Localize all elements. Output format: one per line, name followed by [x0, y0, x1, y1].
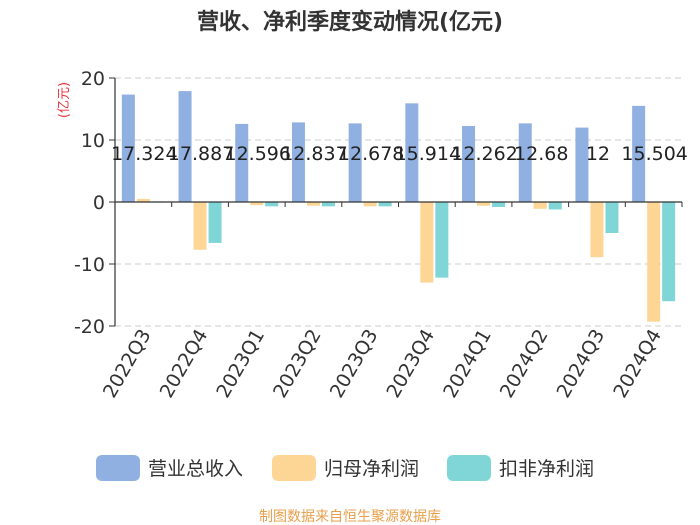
bars: [121, 91, 676, 322]
data-labels: 17.32417.88712.59612.83712.67815.91412.2…: [111, 143, 688, 165]
bar-deducted-net-profit: [492, 202, 506, 207]
data-label: 15.504: [621, 143, 687, 165]
data-label: 17.887: [168, 143, 234, 165]
bar-deducted-net-profit: [662, 202, 676, 302]
data-label: 12.68: [514, 143, 568, 165]
bar-deducted-net-profit: [265, 202, 279, 207]
bar-net-profit: [136, 198, 150, 202]
legend-label: 归母净利润: [324, 458, 419, 480]
x-tick-label: 2022Q3: [99, 326, 156, 402]
bar-revenue: [518, 123, 532, 202]
bar-deducted-net-profit: [321, 202, 335, 207]
data-label: 12.678: [338, 143, 404, 165]
bar-revenue: [575, 127, 589, 202]
bar-deducted-net-profit: [605, 202, 619, 233]
bar-deducted-net-profit: [435, 202, 449, 278]
bar-net-profit: [647, 202, 661, 322]
bar-revenue: [121, 94, 135, 202]
bar-deducted-net-profit: [208, 202, 222, 243]
x-tick-label: 2024Q1: [439, 326, 496, 402]
bar-net-profit: [363, 202, 377, 207]
x-tick-label: 2023Q4: [382, 326, 439, 402]
x-tick-label: 2024Q2: [496, 326, 553, 402]
x-tick-label: 2022Q4: [156, 326, 213, 402]
bar-net-profit: [420, 202, 434, 283]
bar-net-profit: [306, 202, 320, 206]
bar-net-profit: [533, 202, 547, 209]
bar-revenue: [405, 103, 419, 202]
x-tick-label: 2023Q3: [326, 326, 383, 402]
bar-net-profit: [590, 202, 604, 258]
data-label: 17.324: [111, 143, 177, 165]
legend-swatch: [447, 455, 491, 481]
y-tick-label: -20: [74, 316, 105, 338]
data-label: 12: [586, 143, 610, 165]
bar-revenue: [348, 123, 362, 202]
legend-label: 扣非净利润: [499, 458, 594, 480]
data-label: 12.596: [225, 143, 291, 165]
data-label: 12.262: [451, 143, 517, 165]
bar-net-profit: [193, 202, 207, 250]
y-axis-unit-label: (亿元): [57, 82, 72, 118]
x-tick-label: 2024Q4: [609, 326, 666, 402]
legend-swatch: [272, 455, 316, 481]
bar-revenue: [462, 125, 476, 202]
bar-revenue: [291, 122, 305, 202]
x-tick-label: 2024Q3: [553, 326, 610, 402]
legend-swatch: [96, 455, 140, 481]
y-tick-label: 0: [93, 192, 105, 214]
bar-net-profit: [250, 202, 264, 206]
legend-label: 营业总收入: [148, 458, 243, 480]
bar-revenue: [178, 91, 192, 202]
legend: 营业总收入 归母净利润 扣非净利润: [96, 455, 594, 481]
bar-deducted-net-profit: [378, 202, 392, 207]
data-label: 12.837: [281, 143, 347, 165]
x-tick-label: 2023Q1: [212, 326, 269, 402]
y-tick-label: 20: [81, 68, 105, 90]
x-tick-label: 2023Q2: [269, 326, 326, 402]
source-note: 制图数据来自恒生聚源数据库: [259, 509, 441, 525]
bar-deducted-net-profit: [548, 202, 562, 210]
y-tick-label: -10: [74, 254, 105, 276]
bar-revenue: [632, 105, 646, 202]
data-label: 15.914: [395, 143, 461, 165]
bar-net-profit: [477, 202, 491, 206]
chart-title: 营收、净利季度变动情况(亿元): [197, 9, 503, 35]
y-axis-ticks: 20 10 0 -10 -20: [74, 68, 115, 338]
bar-revenue: [235, 123, 249, 202]
y-tick-label: 10: [81, 130, 105, 152]
